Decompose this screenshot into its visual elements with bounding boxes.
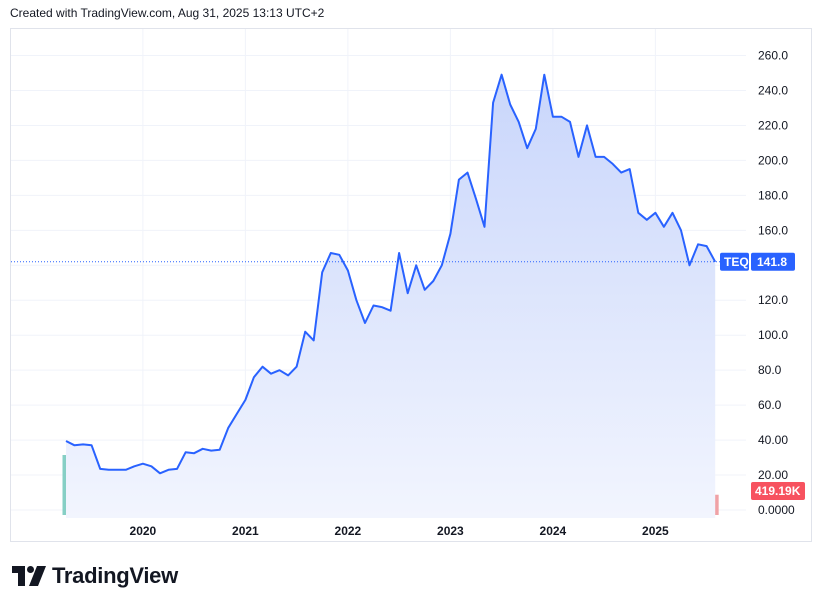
y-tick-label: 180.0 xyxy=(758,188,788,202)
y-tick-label: 40.00 xyxy=(758,433,788,447)
price-axis: 260.0240.0220.0200.0180.0160.0140.0120.0… xyxy=(758,49,795,517)
ticker-label: TEQ xyxy=(720,252,749,271)
y-tick-label: 120.0 xyxy=(758,293,788,307)
x-tick-label: 2021 xyxy=(232,524,259,538)
y-tick-label: 260.0 xyxy=(758,49,788,63)
ticker-label-text: TEQ xyxy=(724,255,749,269)
time-axis: 2020 2021 2022 2023 2024 2025 xyxy=(130,524,670,538)
price-chart[interactable]: 260.0240.0220.0200.0180.0160.0140.0120.0… xyxy=(11,29,813,543)
y-tick-label: 100.0 xyxy=(758,328,788,342)
y-tick-label: 160.0 xyxy=(758,223,788,237)
x-tick-label: 2024 xyxy=(540,524,567,538)
x-tick-label: 2023 xyxy=(437,524,464,538)
chart-credit-header: Created with TradingView.com, Aug 31, 20… xyxy=(10,6,325,20)
last-price-label-text: 141.8 xyxy=(757,255,787,269)
tradingview-logo-icon xyxy=(12,566,46,586)
y-tick-label: 220.0 xyxy=(758,118,788,132)
x-tick-label: 2022 xyxy=(335,524,362,538)
last-volume-label-text: 419.19K xyxy=(755,484,801,498)
y-tick-label: 80.0 xyxy=(758,363,782,377)
y-tick-label: 240.0 xyxy=(758,83,788,97)
chart-frame[interactable]: 260.0240.0220.0200.0180.0160.0140.0120.0… xyxy=(10,28,812,542)
tradingview-logo[interactable]: TradingView xyxy=(12,562,178,590)
last-volume-label: 419.19K xyxy=(751,482,805,500)
y-tick-label: 60.0 xyxy=(758,398,782,412)
y-tick-label: 0.0000 xyxy=(758,503,795,517)
y-tick-label: 20.00 xyxy=(758,468,788,482)
x-tick-label: 2025 xyxy=(642,524,669,538)
tradingview-logo-text: TradingView xyxy=(52,563,178,588)
x-tick-label: 2020 xyxy=(130,524,157,538)
price-area-fill xyxy=(66,74,716,518)
last-price-label: 141.8 xyxy=(751,252,795,271)
y-tick-label: 200.0 xyxy=(758,153,788,167)
price-line xyxy=(65,73,717,475)
